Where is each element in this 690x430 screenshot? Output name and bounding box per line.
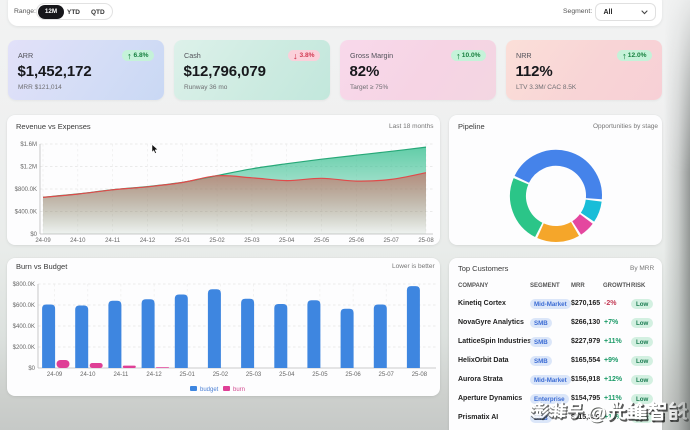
- svg-text:25-02: 25-02: [213, 372, 229, 378]
- svg-text:25-04: 25-04: [279, 238, 295, 244]
- svg-text:25-03: 25-03: [246, 372, 262, 378]
- svg-text:budget: budget: [200, 387, 219, 393]
- svg-text:$800.0K: $800.0K: [15, 187, 37, 193]
- svg-text:$400.0K: $400.0K: [15, 210, 37, 216]
- svg-text:$0: $0: [28, 366, 35, 372]
- svg-text:25-01: 25-01: [175, 238, 191, 244]
- svg-text:burn: burn: [233, 387, 245, 393]
- svg-text:24-10: 24-10: [70, 238, 86, 244]
- svg-text:25-05: 25-05: [314, 238, 330, 244]
- svg-text:24-10: 24-10: [80, 372, 96, 378]
- svg-text:25-04: 25-04: [279, 372, 295, 378]
- svg-text:@: @: [589, 405, 608, 426]
- svg-text:24-11: 24-11: [113, 372, 129, 378]
- svg-text:24-12: 24-12: [140, 238, 156, 244]
- svg-text:25-01: 25-01: [180, 372, 196, 378]
- svg-text:25-08: 25-08: [418, 238, 434, 244]
- svg-text:25-03: 25-03: [244, 238, 260, 244]
- svg-text:24-12: 24-12: [146, 372, 162, 378]
- svg-text:24-09: 24-09: [47, 372, 63, 378]
- svg-text:$0: $0: [30, 232, 37, 238]
- svg-text:$400.0K: $400.0K: [13, 324, 35, 330]
- svg-text:25-06: 25-06: [345, 372, 361, 378]
- svg-text:25-07: 25-07: [379, 372, 395, 378]
- svg-text:24-09: 24-09: [35, 238, 51, 244]
- svg-text:$800.0K: $800.0K: [13, 282, 35, 288]
- svg-text:25-02: 25-02: [209, 238, 225, 244]
- svg-text:25-05: 25-05: [312, 372, 328, 378]
- svg-text:24-11: 24-11: [105, 238, 121, 244]
- svg-text:@: @: [588, 404, 607, 425]
- svg-text:$600.0K: $600.0K: [13, 303, 35, 309]
- svg-text:25-08: 25-08: [412, 372, 428, 378]
- svg-text:$1.6M: $1.6M: [20, 142, 37, 148]
- svg-text:25-06: 25-06: [349, 238, 365, 244]
- svg-text:$1.2M: $1.2M: [20, 165, 37, 171]
- svg-text:$200.0K: $200.0K: [13, 345, 35, 351]
- svg-text:25-07: 25-07: [384, 238, 400, 244]
